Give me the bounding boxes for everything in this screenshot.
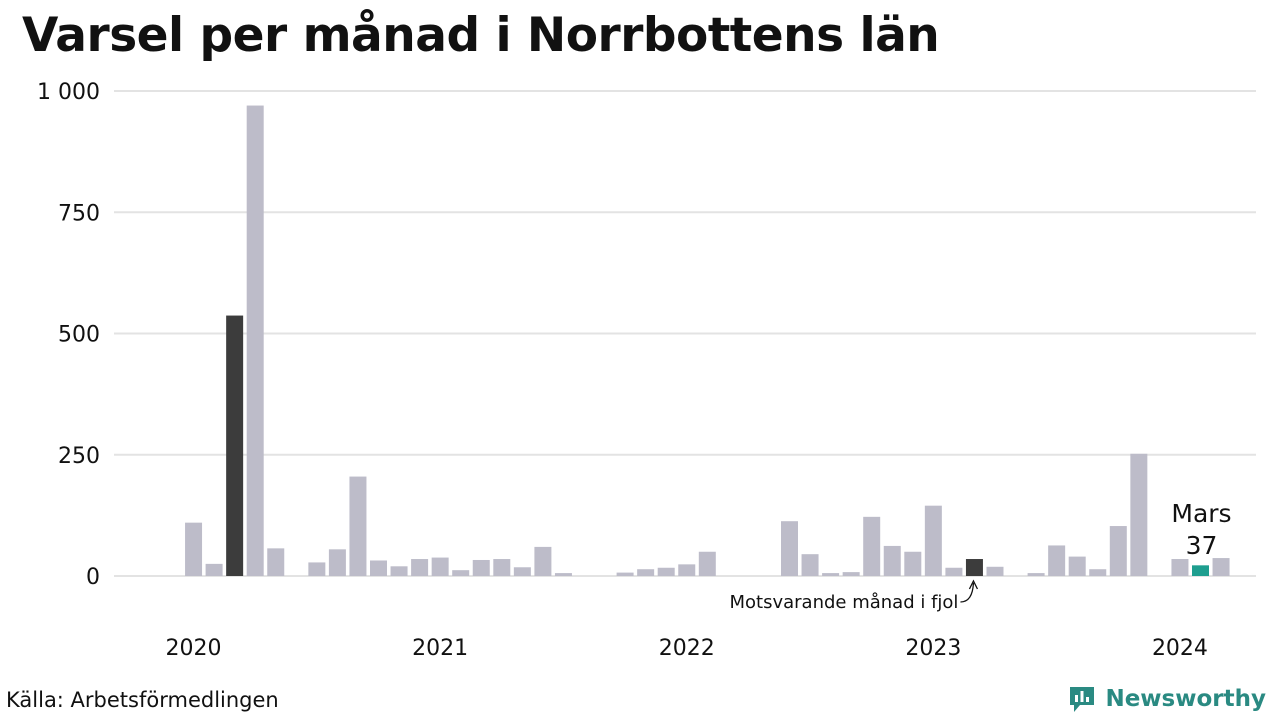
- bar-2024-02: [1171, 559, 1189, 576]
- bar-2023-02: [924, 505, 942, 576]
- bar-2021-06: [513, 567, 531, 576]
- bar-2021-05: [493, 559, 511, 576]
- bar-2020-08: [308, 562, 326, 576]
- source-note: Källa: Arbetsförmedlingen: [6, 688, 279, 712]
- brand-logo[interactable]: Newsworthy: [1067, 684, 1266, 714]
- bar-2020-11: [370, 560, 387, 576]
- current-value-label: 37: [1186, 531, 1218, 560]
- bar-2020-09: [328, 549, 346, 576]
- y-tick-label: 500: [58, 323, 100, 348]
- bar-2020-10: [349, 476, 367, 576]
- bar-2023-04: [965, 559, 983, 576]
- bar-2023-12: [1130, 453, 1148, 576]
- bar-2023-10: [1089, 569, 1107, 576]
- bar-2021-02: [431, 557, 449, 576]
- brand-name: Newsworthy: [1105, 686, 1266, 712]
- bar-2022-09: [822, 573, 840, 576]
- bar-2021-07: [534, 546, 552, 576]
- y-tick-label: 1 000: [37, 80, 100, 105]
- newsworthy-logo-icon: [1070, 687, 1095, 712]
- bar-2021-12: [637, 569, 655, 576]
- grid-lines: [114, 90, 1256, 577]
- y-tick-label: 750: [58, 201, 100, 226]
- bar-2022-07: [781, 521, 798, 576]
- bar-2021-04: [472, 559, 490, 576]
- previous-year-annotation: Motsvarande månad i fjol: [729, 592, 958, 613]
- bar-2022-03: [698, 551, 716, 576]
- bar-2024-03: [1192, 565, 1209, 576]
- x-tick-label: 2024: [1152, 636, 1208, 661]
- bar-2022-12: [883, 545, 901, 576]
- chart-title: Varsel per månad i Norrbottens län: [22, 8, 940, 63]
- x-tick-label: 2020: [166, 636, 222, 661]
- bar-2022-02: [678, 564, 696, 576]
- bar-2021-11: [616, 572, 634, 576]
- bar-2022-11: [863, 516, 881, 576]
- bar-2020-05: [246, 105, 264, 577]
- bar-2021-03: [452, 570, 470, 576]
- bar-2020-03: [205, 563, 223, 576]
- current-month-label: Mars: [1171, 499, 1231, 528]
- bar-2022-10: [842, 572, 860, 576]
- x-tick-label: 2022: [659, 636, 715, 661]
- x-tick-label: 2023: [905, 636, 961, 661]
- bar-2020-04: [226, 315, 244, 576]
- y-tick-label: 0: [86, 565, 100, 590]
- bar-2023-03: [945, 567, 963, 576]
- bar-2020-02: [185, 522, 203, 576]
- annotation-arrow: [960, 582, 975, 603]
- bar-2023-05: [986, 566, 1004, 576]
- bar-2023-07: [1027, 573, 1045, 576]
- y-axis-ticks: 0 250 500 750 1 000: [37, 80, 100, 590]
- bar-2021-01: [411, 559, 429, 576]
- x-axis-ticks: 2020 2021 2022 2023 2024: [166, 636, 1208, 661]
- bar-2022-01: [657, 567, 675, 576]
- annotations: Mars 37 Motsvarande månad i fjol: [729, 499, 1231, 613]
- bar-2023-08: [1048, 545, 1066, 576]
- bar-2022-08: [801, 554, 819, 576]
- y-tick-label: 250: [58, 444, 100, 469]
- bar-2023-11: [1109, 526, 1127, 576]
- annotation-arrowhead: [968, 579, 979, 590]
- bar-2020-12: [390, 566, 408, 576]
- bar-2023-01: [904, 551, 922, 576]
- bars: [185, 105, 1230, 577]
- bar-2021-08: [554, 573, 572, 576]
- bar-2020-06: [267, 548, 285, 576]
- x-tick-label: 2021: [412, 636, 468, 661]
- bar-2023-09: [1068, 556, 1086, 576]
- bar-chart: 0 250 500 750 1 000 2020 2021 2022 2023 2024 Mar…: [37, 80, 1256, 661]
- bar-undefined: [1212, 558, 1230, 576]
